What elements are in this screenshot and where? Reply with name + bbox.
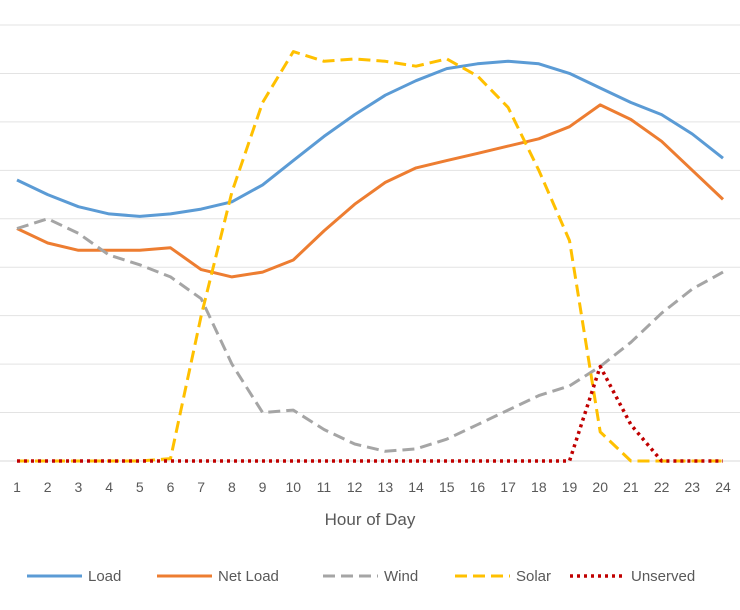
x-tick-label: 7	[197, 479, 205, 495]
x-tick-label: 23	[685, 479, 701, 495]
x-axis-title: Hour of Day	[325, 510, 416, 529]
x-tick-label: 17	[500, 479, 516, 495]
legend: Load Net Load Wind Solar Unserved	[27, 568, 695, 585]
x-tick-label: 20	[592, 479, 608, 495]
series-line-unserved	[17, 364, 723, 463]
series-line-net-load	[16, 103, 725, 279]
x-tick-label: 5	[136, 479, 144, 495]
x-tick-label: 14	[408, 479, 424, 495]
x-tick-label: 21	[623, 479, 639, 495]
legend-label: Unserved	[631, 568, 695, 585]
legend-label: Solar	[516, 568, 551, 585]
series-line-wind	[16, 217, 724, 453]
x-tick-label: 19	[562, 479, 578, 495]
x-tick-label: 18	[531, 479, 547, 495]
x-tick-label: 9	[259, 479, 267, 495]
x-axis-ticks: 1 2 3 4 5 6 7 8 9 10 11 12 13 14 15 16 17 18 19 20 21 22 23 24	[13, 479, 731, 495]
legend-label: Load	[88, 568, 121, 585]
x-tick-label: 12	[347, 479, 363, 495]
x-tick-label: 24	[715, 479, 731, 495]
series-line-solar	[17, 50, 723, 463]
x-tick-label: 22	[654, 479, 670, 495]
x-tick-label: 15	[439, 479, 455, 495]
x-tick-label: 10	[285, 479, 301, 495]
gridlines	[0, 24, 740, 462]
x-tick-label: 3	[74, 479, 82, 495]
x-tick-label: 1	[13, 479, 21, 495]
legend-label: Net Load	[218, 568, 279, 585]
x-tick-label: 8	[228, 479, 236, 495]
series-lines	[16, 50, 725, 463]
x-tick-label: 16	[470, 479, 486, 495]
x-tick-label: 6	[167, 479, 175, 495]
x-tick-label: 2	[44, 479, 52, 495]
x-tick-label: 11	[317, 479, 332, 495]
series-line-load	[16, 59, 724, 218]
x-tick-label: 13	[378, 479, 394, 495]
x-tick-label: 4	[105, 479, 113, 495]
legend-label: Wind	[384, 568, 418, 585]
